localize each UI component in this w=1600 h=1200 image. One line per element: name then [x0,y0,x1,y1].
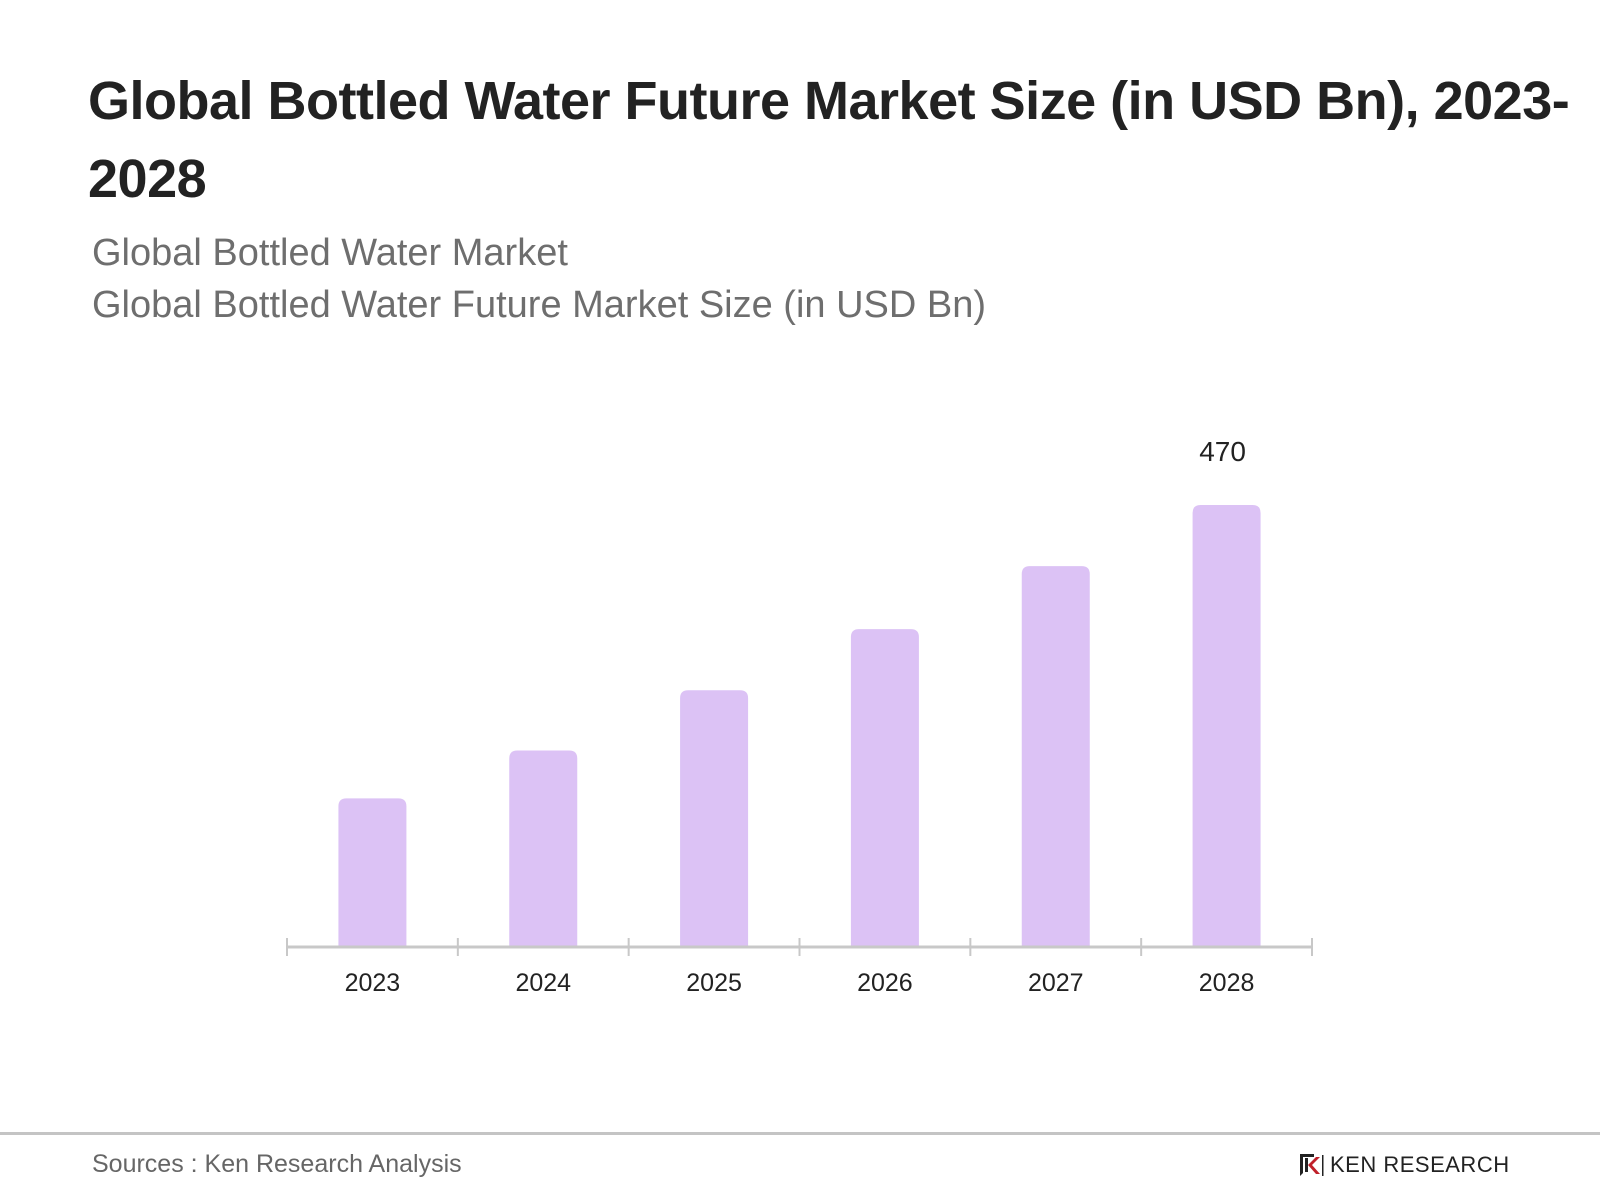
bar-2025 [680,690,749,947]
data-label-2028: 470 [1199,436,1246,467]
bar-2028 [1192,505,1261,947]
x-tick-label-2026: 2026 [857,969,913,997]
x-tick-label-2024: 2024 [515,969,571,997]
chart-subtitle: Global Bottled Water Market [92,232,568,274]
x-tick-label-2025: 2025 [686,969,742,997]
chart-title: Global Bottled Water Future Market Size … [88,71,1570,209]
bar-2024 [509,750,578,947]
x-tick-label-2027: 2027 [1028,969,1084,997]
chart-subtitle-2: Global Bottled Water Future Market Size … [92,284,987,326]
x-tick-label-2023: 2023 [345,969,401,997]
bar-chart: 2023 2024 2025 2026 2027 2028 470 [286,436,1313,997]
bar-2023 [338,798,407,947]
x-tick-label-2028: 2028 [1199,969,1255,997]
logo-text: KEN RESEARCH [1330,1152,1510,1177]
bar-2027 [1021,566,1090,947]
source-note: Sources : Ken Research Analysis [92,1150,462,1178]
bar-2026 [850,629,919,947]
ken-research-logo: KEN RESEARCH [1298,1152,1510,1178]
ken-research-logo-icon [1300,1154,1324,1176]
footer-divider [0,1132,1600,1135]
